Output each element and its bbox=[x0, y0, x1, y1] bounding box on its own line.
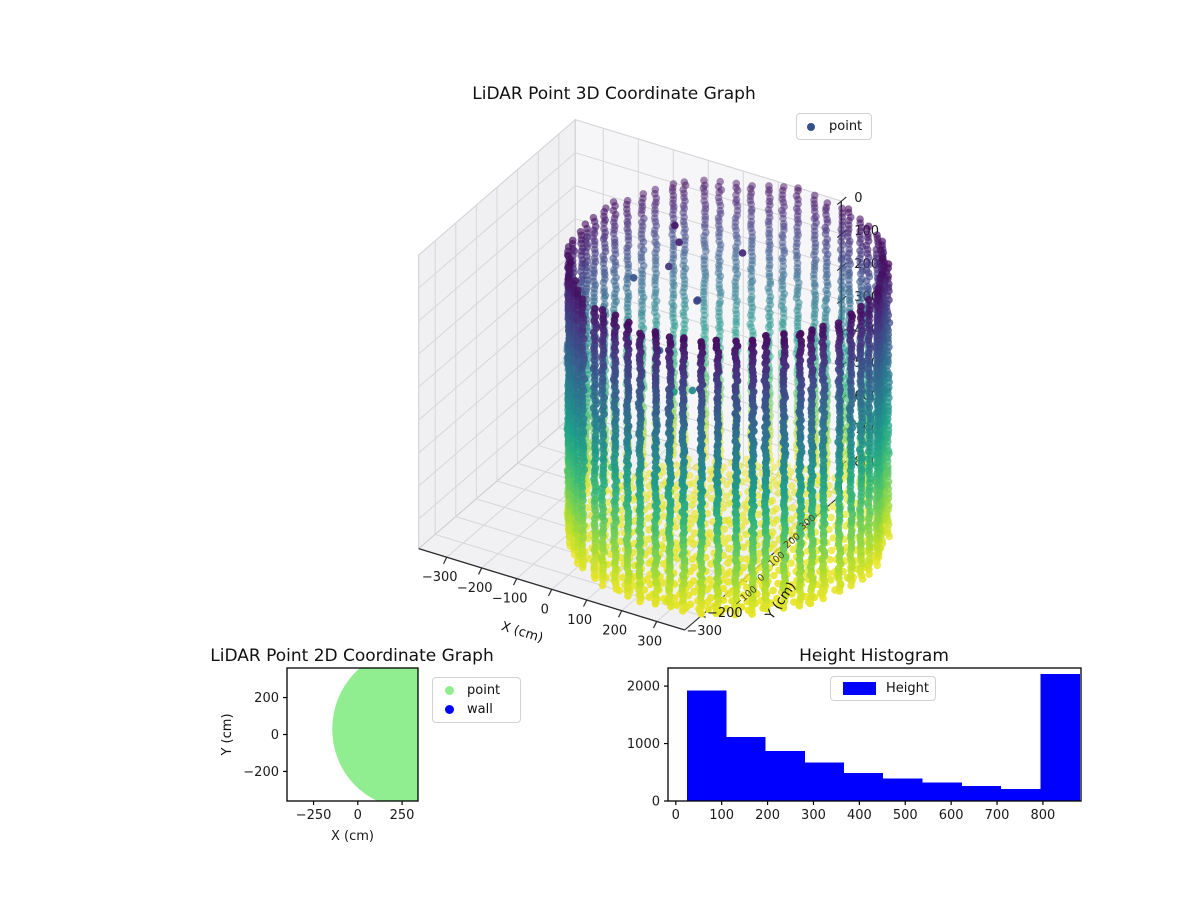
legend-item-wall: wall bbox=[445, 702, 520, 717]
plot3d-legend: point bbox=[796, 113, 872, 140]
svg-text:700: 700 bbox=[985, 808, 1010, 823]
plot3d-axes: −300−200−1000100200300010020030040050060… bbox=[417, 118, 894, 649]
svg-text:−200: −200 bbox=[243, 765, 279, 780]
svg-text:−200: −200 bbox=[457, 581, 493, 596]
hist-bar bbox=[765, 751, 805, 801]
point-cloud bbox=[563, 176, 894, 619]
plot3d-title: LiDAR Point 3D Coordinate Graph bbox=[472, 84, 756, 104]
point-marker-icon bbox=[445, 686, 454, 695]
legend-label: wall bbox=[467, 702, 493, 717]
svg-text:0: 0 bbox=[854, 191, 862, 206]
svg-text:100: 100 bbox=[709, 808, 734, 823]
svg-text:0: 0 bbox=[756, 572, 768, 584]
svg-text:X (cm): X (cm) bbox=[331, 829, 374, 844]
svg-text:0: 0 bbox=[271, 728, 279, 743]
svg-text:200: 200 bbox=[602, 624, 627, 639]
svg-text:300: 300 bbox=[637, 634, 662, 649]
hist-bar bbox=[804, 762, 845, 801]
plot2d-axes: −250 0 250 −200 0 200 X (cm) Y (cm) bbox=[220, 667, 419, 844]
svg-text:0: 0 bbox=[541, 602, 549, 617]
hist-bar bbox=[883, 778, 923, 801]
hist-title: Height Histogram bbox=[799, 646, 949, 666]
point-marker-icon bbox=[807, 122, 815, 131]
svg-text:500: 500 bbox=[893, 808, 918, 823]
legend-label: Height bbox=[886, 681, 929, 696]
hist-legend: Height bbox=[830, 676, 936, 701]
legend-item-point: point bbox=[445, 683, 520, 698]
svg-text:−300: −300 bbox=[686, 624, 722, 639]
hist-bar bbox=[686, 690, 727, 801]
plot2d-ticks: −250 0 250 −200 0 200 X (cm) Y (cm) bbox=[220, 691, 414, 844]
svg-text:−250: −250 bbox=[296, 808, 332, 823]
legend-item-point: point bbox=[807, 119, 871, 134]
svg-text:0: 0 bbox=[354, 808, 362, 823]
plot2d-title: LiDAR Point 2D Coordinate Graph bbox=[210, 646, 494, 666]
plot2d-legend: point wall bbox=[432, 677, 521, 723]
height-bar-swatch-icon bbox=[843, 682, 876, 695]
svg-text:200: 200 bbox=[755, 808, 780, 823]
hist-bars bbox=[686, 674, 1081, 801]
x-tick-labels: −300−200−100 0 100 200 300 bbox=[422, 570, 662, 649]
svg-text:100: 100 bbox=[567, 613, 592, 628]
hist-bar bbox=[726, 737, 766, 801]
hist-bar bbox=[922, 782, 963, 801]
hist-bar bbox=[1040, 674, 1081, 801]
svg-text:800: 800 bbox=[1030, 808, 1055, 823]
svg-text:−100: −100 bbox=[492, 592, 528, 607]
svg-text:X (cm): X (cm) bbox=[499, 619, 545, 646]
wall-marker-icon bbox=[445, 705, 454, 714]
hist-bar bbox=[844, 772, 884, 801]
svg-text:600: 600 bbox=[939, 808, 964, 823]
svg-text:400: 400 bbox=[847, 808, 872, 823]
svg-text:0: 0 bbox=[672, 808, 680, 823]
hist-bar bbox=[962, 785, 1002, 801]
svg-text:−200: −200 bbox=[707, 606, 743, 621]
legend-label: point bbox=[467, 683, 501, 698]
svg-text:250: 250 bbox=[390, 808, 415, 823]
svg-text:200: 200 bbox=[254, 691, 279, 706]
svg-text:−300: −300 bbox=[422, 570, 458, 585]
hist-bar bbox=[1001, 788, 1041, 801]
svg-text:300: 300 bbox=[801, 808, 826, 823]
point-region bbox=[332, 668, 418, 801]
legend-item-height: Height bbox=[843, 681, 935, 696]
svg-text:Y (cm): Y (cm) bbox=[220, 713, 235, 756]
legend-label: point bbox=[829, 119, 863, 134]
